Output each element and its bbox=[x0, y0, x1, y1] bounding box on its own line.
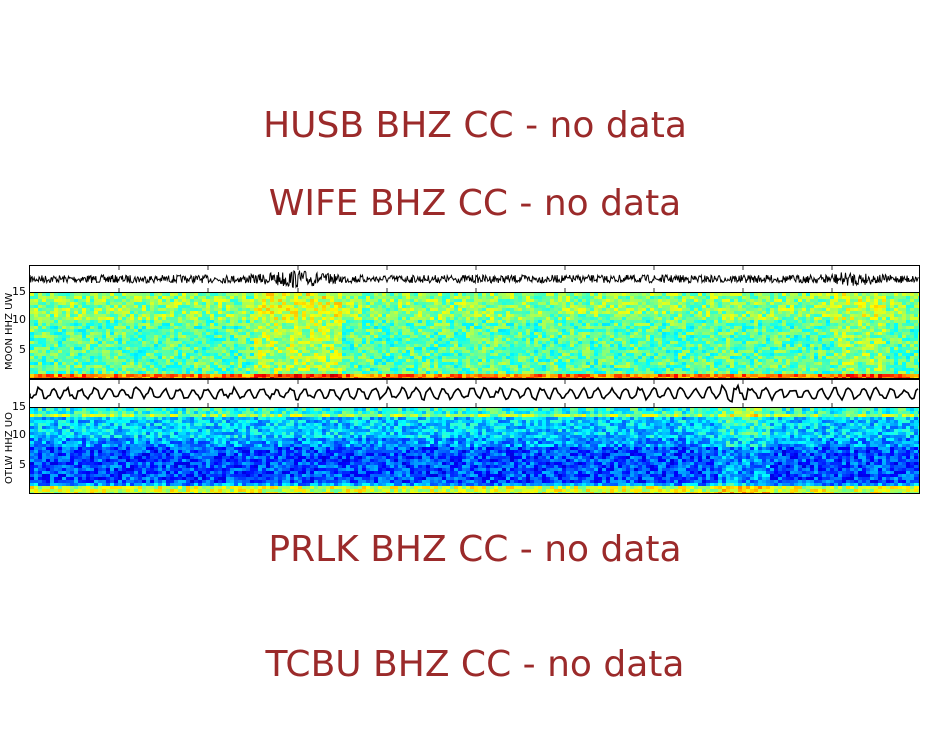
no-data-message-prlk: PRLK BHZ CC - no data bbox=[268, 529, 682, 570]
otlw-ylabel: OTLW HHZ UO bbox=[4, 412, 15, 484]
moon-waveform bbox=[29, 265, 920, 293]
no-data-message-husb: HUSB BHZ CC - no data bbox=[263, 105, 687, 146]
otlw-ytick-5: 5 bbox=[19, 458, 26, 471]
moon-ytick-10: 10 bbox=[12, 313, 26, 326]
moon-ytick-15: 15 bbox=[12, 285, 26, 298]
otlw-ytick-10: 10 bbox=[12, 428, 26, 441]
no-data-message-wife: WIFE BHZ CC - no data bbox=[268, 183, 682, 224]
no-data-message-tcbu: TCBU BHZ CC - no data bbox=[265, 644, 685, 685]
moon-ytick-5: 5 bbox=[19, 343, 26, 356]
moon-ylabel: MOON HHZ UW bbox=[4, 292, 15, 370]
moon-panel bbox=[29, 265, 920, 379]
moon-spectrogram bbox=[29, 292, 920, 379]
otlw-ytick-15: 15 bbox=[12, 400, 26, 413]
otlw-panel bbox=[29, 379, 920, 494]
otlw-spectrogram bbox=[29, 407, 920, 494]
otlw-waveform bbox=[29, 379, 920, 408]
